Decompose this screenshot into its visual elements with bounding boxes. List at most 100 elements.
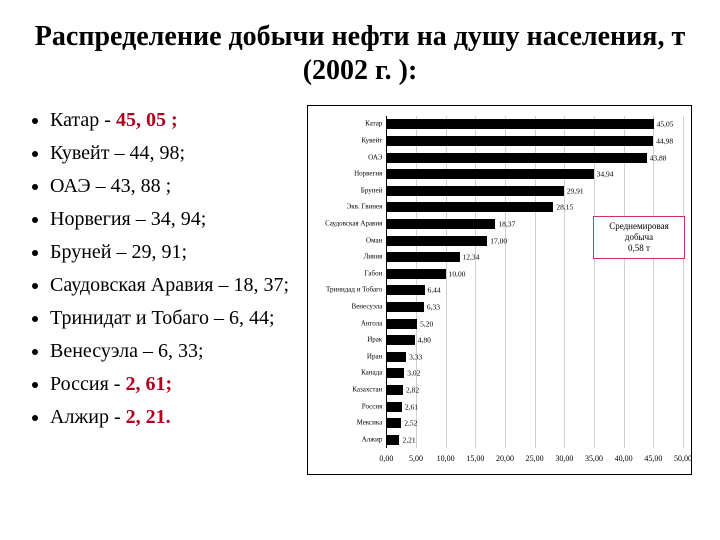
bullet-item: Норвегия – 34, 94; [50,204,299,235]
chart-bar-value: 6,33 [427,303,440,311]
bullet-value: 44, 98; [129,142,185,164]
chart-bar [386,269,445,279]
chart-bar [386,435,399,445]
chart-bar-value: 34,94 [597,171,614,179]
legend-line-1: Среднемировая [609,221,669,231]
chart-x-tick: 40,00 [615,454,633,463]
chart-plot-area: 45,0544,9843,8834,9429,9128,1518,3717,00… [386,116,683,448]
chart-y-tick: Ангола [361,320,383,327]
chart-y-tick: Кувейт [362,138,383,145]
chart-x-tick: 10,00 [437,454,455,463]
bullet-item: Саудовская Аравия – 18, 37; [50,270,299,301]
chart-bar [386,119,653,129]
chart-bar [386,252,459,262]
chart-x-labels: 0,005,0010,0015,0020,0025,0030,0035,0040… [386,454,683,470]
legend-line-2: добыча [625,232,653,242]
chart-bar [386,418,401,428]
bullet-country: Норвегия – [50,208,151,230]
chart-bar-value: 29,91 [567,187,584,195]
bullet-country: Саудовская Аравия – [50,274,233,296]
content-row: Катар - 45, 05 ; Кувейт – 44, 98; ОАЭ – 43… [28,105,692,475]
chart-bar-value: 3,33 [409,353,422,361]
bullet-item: Россия - 2, 61; [50,369,299,400]
chart-bars: 45,0544,9843,8834,9429,9128,1518,3717,00… [386,116,683,448]
chart-bar [386,285,424,295]
chart-y-tick: Казахстан [352,387,382,394]
bullet-value: 18, 37; [233,274,289,296]
chart-x-tick: 45,00 [644,454,662,463]
chart-gridline [683,116,684,448]
bullet-item: Алжир - 2, 21. [50,402,299,433]
bullet-country: Бруней – [50,241,132,263]
chart-bar [386,153,646,163]
chart-x-tick: 5,00 [409,454,423,463]
chart-bar [386,402,401,412]
chart-bar-value: 45,05 [657,121,674,129]
chart-bar [386,186,563,196]
chart-bar [386,136,653,146]
chart-bar [386,352,406,362]
bullet-item: Кувейт – 44, 98; [50,138,299,169]
chart-y-tick: Ливия [364,254,383,261]
chart-y-tick: Катар [365,121,382,128]
bullet-country: Венесуэла – [50,340,158,362]
chart-y-tick: Тринидад и Тобаго [326,287,382,294]
bullet-value: 45, 05 ; [116,109,178,131]
chart-bar [386,319,417,329]
chart-y-tick: ОАЭ [368,154,382,161]
chart-bar-value: 5,20 [420,320,433,328]
legend-line-3: 0,58 т [628,243,650,253]
slide-title: Распределение добычи нефти на душу насел… [28,20,692,87]
chart-bar [386,169,593,179]
chart-x-tick: 20,00 [496,454,514,463]
chart-y-tick: Норвегия [354,171,382,178]
bullet-item: Тринидат и Тобаго – 6, 44; [50,303,299,334]
chart-bar-value: 2,82 [406,386,419,394]
bullet-value: 6, 44; [229,307,275,329]
chart-y-tick: Ирак [367,337,382,344]
chart-bar [386,236,487,246]
chart-y-tick: Венесуэла [352,304,383,311]
bullet-country: Кувейт – [50,142,129,164]
chart-x-tick: 30,00 [555,454,573,463]
bullet-country: Тринидат и Тобаго – [50,307,229,329]
chart-x-tick: 35,00 [585,454,603,463]
bullet-value: 43, 88 ; [111,175,172,197]
chart-bar-value: 3,02 [407,370,420,378]
chart-bar-value: 43,88 [650,154,667,162]
chart-y-tick: Экв. Гвинея [347,204,383,211]
bullet-value: 2, 21. [126,406,171,428]
chart-legend: Среднемировая добыча 0,58 т [593,216,685,258]
bullet-value: 34, 94; [151,208,207,230]
bullet-country: Алжир - [50,406,126,428]
chart-bar-value: 6,44 [428,287,441,295]
chart-bar-value: 28,15 [556,204,573,212]
chart-bar-value: 4,80 [418,337,431,345]
chart-bar-value: 12,34 [463,254,480,262]
bullet-country: Катар - [50,109,116,131]
chart-bar-value: 17,00 [490,237,507,245]
chart-bar-value: 10,00 [449,270,466,278]
bar-chart: КатарКувейтОАЭНорвегияБрунейЭкв. ГвинеяС… [307,105,692,475]
chart-y-tick: Габон [365,270,383,277]
chart-bar [386,302,424,312]
chart-y-labels: КатарКувейтОАЭНорвегияБрунейЭкв. ГвинеяС… [310,116,384,448]
bullet-value: 6, 33; [158,340,204,362]
chart-x-tick: 15,00 [466,454,484,463]
bullet-item: Бруней – 29, 91; [50,237,299,268]
chart-bar-value: 2,61 [405,403,418,411]
chart-bar [386,219,495,229]
chart-bar [386,202,553,212]
chart-bar [386,368,404,378]
chart-x-tick: 50,00 [674,454,692,463]
bullet-value: 29, 91; [132,241,188,263]
chart-bar-value: 18,37 [498,220,515,228]
bullet-value: 2, 61; [125,373,172,395]
chart-bar-value: 2,21 [402,436,415,444]
bullet-country: ОАЭ – [50,175,111,197]
chart-x-tick: 25,00 [526,454,544,463]
chart-bar-value: 2,52 [404,420,417,428]
chart-y-tick: Канада [361,370,382,377]
chart-bar [386,335,414,345]
chart-y-tick: Мексика [357,420,383,427]
